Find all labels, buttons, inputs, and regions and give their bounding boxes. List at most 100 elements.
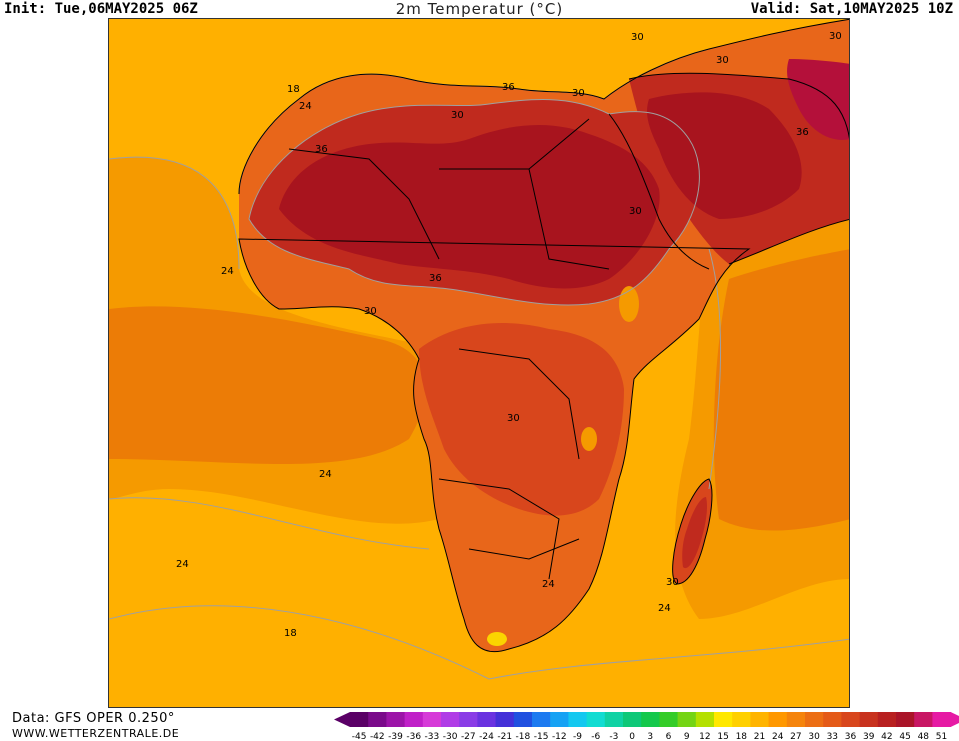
ocean-hot-band-east <box>713 249 849 531</box>
colorbar-swatch <box>896 712 915 727</box>
colorbar-tick-label: -6 <box>591 732 600 741</box>
contour-label: 30 <box>666 577 679 588</box>
colorbar-tick-label: 42 <box>881 732 892 741</box>
contour-label: 18 <box>287 84 300 95</box>
colorbar-tick-label: 18 <box>736 732 748 741</box>
colorbar-tick-label: 24 <box>772 732 784 741</box>
colorbar-swatch <box>422 712 442 727</box>
colorbar-tick-label: 33 <box>827 732 838 741</box>
colorbar-swatch <box>495 712 515 727</box>
colorbar-tick-label: -42 <box>370 732 385 741</box>
colorbar-swatch <box>732 712 751 727</box>
isotherm-36 <box>248 99 700 306</box>
colorbar-swatch <box>823 712 842 727</box>
contour-label: 24 <box>658 603 671 614</box>
colorbar-tick-label: -24 <box>479 732 494 741</box>
colorbar-tick-label: 0 <box>629 732 635 741</box>
arabia-coastline <box>628 72 849 265</box>
colorbar-swatch <box>768 712 788 727</box>
map-title: 2m Temperatur (°C) <box>395 0 564 18</box>
colorbar-tick-label: 21 <box>754 732 765 741</box>
contour-label: 30 <box>716 55 729 66</box>
colorbar-swatch <box>877 712 897 727</box>
temperature-colorbar: -45 -42 -39 -36 -33 -30 -27 -24 -21 -18 -15 -12 -9 -6… <box>334 712 959 741</box>
contour-label: 24 <box>542 579 555 590</box>
colorbar-swatch <box>623 712 642 727</box>
contour-label: 30 <box>629 206 642 217</box>
contour-label: 36 <box>315 144 328 155</box>
colorbar-swatch <box>932 712 952 727</box>
madagascar-coastline <box>672 478 713 585</box>
colorbar-swatch <box>350 712 369 727</box>
country-border-2 <box>439 168 610 270</box>
madagascar-hot <box>682 497 708 569</box>
contour-label: 30 <box>364 306 377 317</box>
highland-cool-spot <box>581 427 597 451</box>
colorbar-tick-label: 12 <box>699 732 710 741</box>
colorbar-swatch <box>659 712 679 727</box>
isotherm-30-east <box>708 248 722 490</box>
colorbar-swatch <box>841 712 861 727</box>
contour-label: 18 <box>284 628 297 639</box>
colorbar-tick-label: -36 <box>406 732 421 741</box>
colorbar-swatch <box>459 712 478 727</box>
colorbar-tick-label: 30 <box>808 732 820 741</box>
colorbar-tick-label: 6 <box>666 732 672 741</box>
lesotho-cold-spot <box>487 632 507 646</box>
colorbar-swatch <box>550 712 569 727</box>
ocean-cool-south <box>109 605 849 707</box>
contour-label: 36 <box>429 273 442 284</box>
africa-coastline <box>238 19 849 653</box>
contour-label: 24 <box>221 266 234 277</box>
contour-label: 24 <box>176 559 189 570</box>
isotherm-24-south <box>109 497 430 550</box>
contour-label: 36 <box>796 127 809 138</box>
colorbar-right-arrow <box>950 712 959 727</box>
country-border-3 <box>528 118 590 170</box>
contour-label: 30 <box>507 413 520 424</box>
colorbar-swatch <box>914 712 933 727</box>
map-canvas: 18 24 36 36 30 30 30 36 30 30 24 30 36 3… <box>109 19 849 707</box>
colorbar-tick-label: 51 <box>936 732 947 741</box>
temperature-map[interactable]: 18 24 36 36 30 30 30 36 30 30 24 30 36 3… <box>108 18 850 708</box>
colorbar-tick-label: 9 <box>684 732 690 741</box>
colorbar-swatch <box>714 712 733 727</box>
coastlines <box>238 19 849 653</box>
contour-label: 30 <box>631 32 644 43</box>
website-label[interactable]: WWW.WETTERZENTRALE.DE <box>12 727 180 740</box>
arabia-extreme-zone <box>647 92 802 219</box>
country-border-6 <box>468 538 580 560</box>
colorbar-tick-label: -39 <box>388 732 403 741</box>
data-source-label: Data: GFS OPER 0.250° <box>12 711 175 726</box>
colorbar-swatch <box>695 712 715 727</box>
colorbar-tick-label: -30 <box>443 732 458 741</box>
colorbar-tick-label: 36 <box>845 732 857 741</box>
colorbar-left-arrow <box>334 712 350 727</box>
contour-labels: 18 24 36 36 30 30 30 36 30 30 24 30 36 3… <box>176 31 842 639</box>
ocean-hot-band <box>109 306 426 464</box>
colorbar-tick-label: -45 <box>352 732 367 741</box>
country-border-1 <box>288 148 440 260</box>
init-time-label: Init: Tue,06MAY2025 06Z <box>4 1 198 17</box>
colorbar-swatch <box>477 712 497 727</box>
colorbar-swatch <box>568 712 588 727</box>
colorbar-swatch <box>386 712 406 727</box>
isotherm-24-west <box>109 156 240 270</box>
colorbar-tick-label: 15 <box>717 732 728 741</box>
colorbar-tick-label: 39 <box>863 732 875 741</box>
contour-label: 24 <box>319 469 332 480</box>
colorbar-swatch <box>586 712 606 727</box>
colorbar-swatch <box>513 712 533 727</box>
colorbar-swatch <box>604 712 624 727</box>
isotherm-18-south <box>109 605 849 680</box>
colorbar-tick-label: 27 <box>790 732 801 741</box>
colorbar-tick-label: -9 <box>573 732 582 741</box>
colorbar-swatch <box>641 712 660 727</box>
colorbar-swatch <box>404 712 424 727</box>
colorbar-swatch <box>859 712 879 727</box>
colorbar-tick-label: -15 <box>534 732 549 741</box>
contour-label: 24 <box>299 101 312 112</box>
colorbar-swatch <box>786 712 806 727</box>
ethiopia-cool-spot <box>619 286 639 322</box>
colorbar-swatch <box>368 712 387 727</box>
